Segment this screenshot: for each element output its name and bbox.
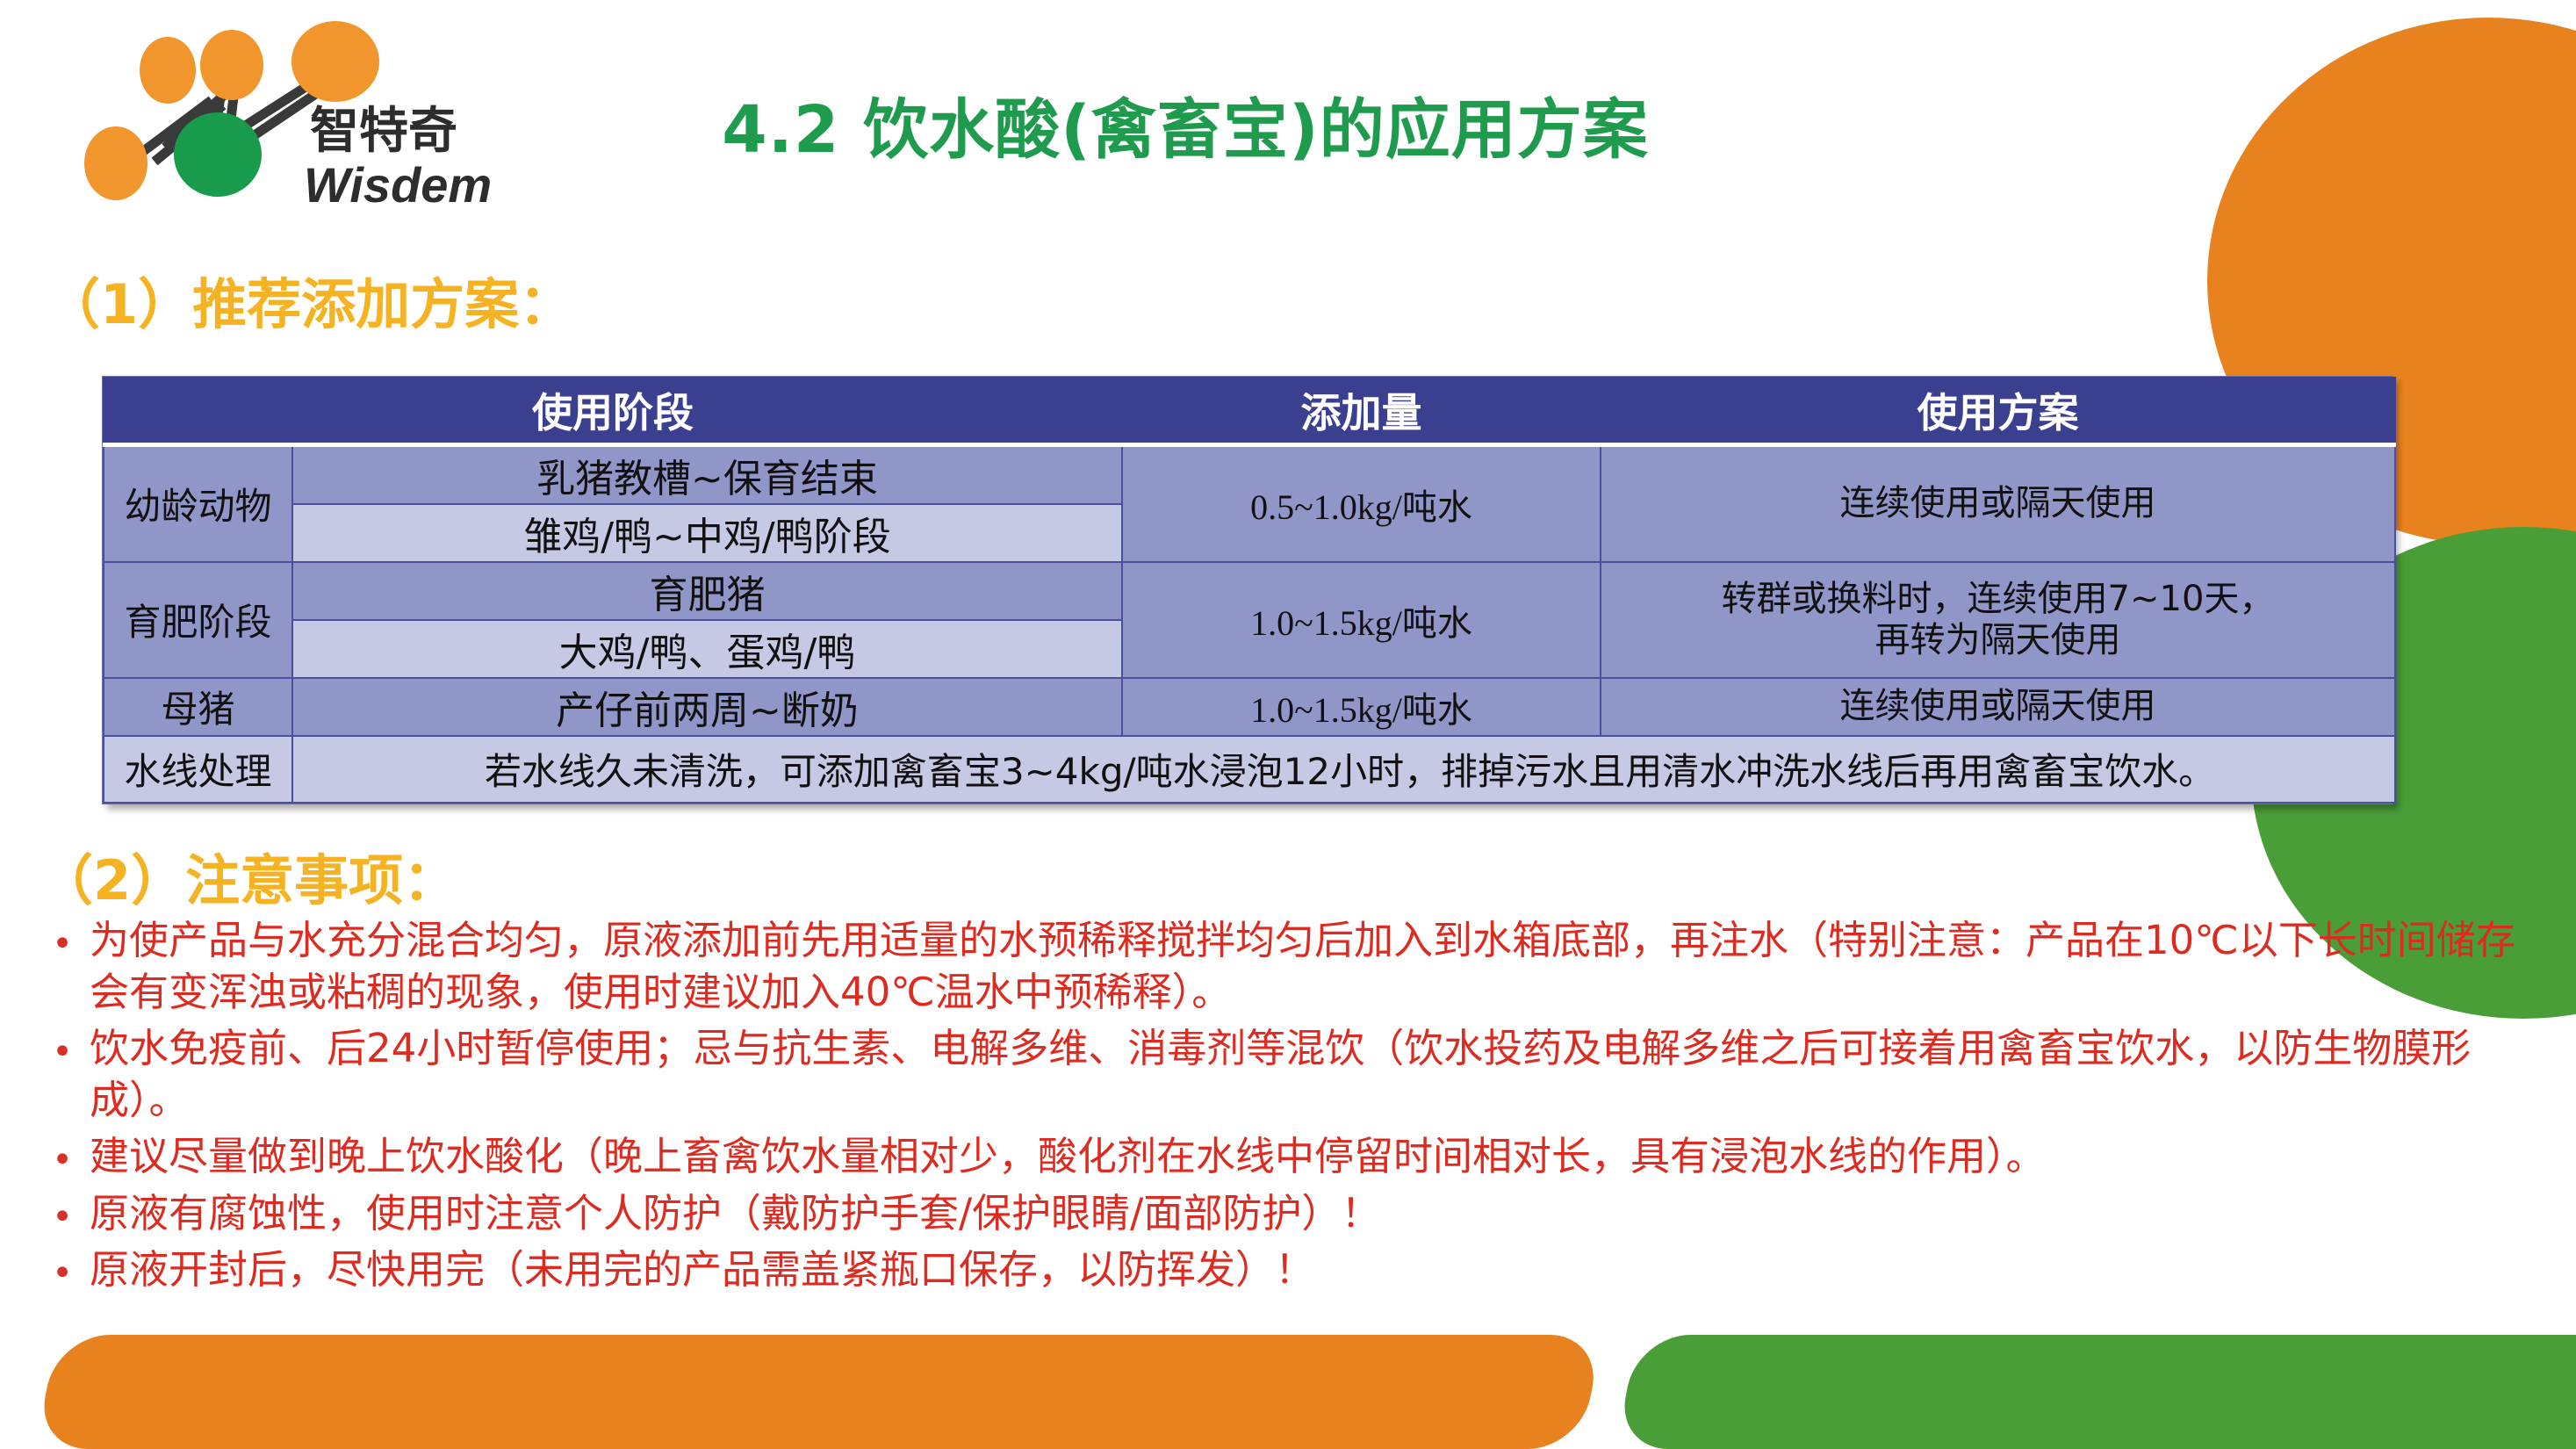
logo-chinese-name: 智特奇: [310, 103, 457, 160]
list-item: • 建议尽量做到晚上饮水酸化（晚上畜禽饮水量相对少，酸化剂在水线中停留时间相对长…: [35, 1131, 2546, 1183]
row-plan-fattening: 转群或换料时，连续使用7~10天， 再转为隔天使用: [1600, 560, 2396, 679]
row-plan-fattening-line1: 转群或换料时，连续使用7~10天，: [1721, 579, 2275, 620]
row-detail-young-2: 雏鸡/鸭~中鸡/鸭阶段: [291, 502, 1123, 563]
row-plan-fattening-line2: 再转为隔天使用: [1874, 619, 2121, 660]
list-item: • 原液开封后，尽快用完（未用完的产品需盖紧瓶口保存，以防挥发）！: [35, 1244, 2546, 1296]
bullet-dot-icon: •: [52, 1140, 73, 1180]
list-item: • 为使产品与水充分混合均匀，原液添加前先用适量的水预稀释搅拌均匀后加入到水箱底…: [35, 915, 2546, 1018]
row-stage-sow: 母猪: [103, 676, 293, 737]
row-detail-fattening-1: 育肥猪: [291, 560, 1123, 621]
recommended-dosage-table: 使用阶段 添加量 使用方案 幼龄动物 乳猪教槽~保育结束 0.5~1.0kg/吨…: [103, 377, 2396, 804]
logo-dot-green: [174, 112, 262, 197]
note-text-5: 原液开封后，尽快用完（未用完的产品需盖紧瓶口保存，以防挥发）！: [90, 1246, 1315, 1293]
recommended-dosage-table-wrapper: 使用阶段 添加量 使用方案 幼龄动物 乳猪教槽~保育结束 0.5~1.0kg/吨…: [102, 376, 2396, 804]
row-amount-young: 0.5~1.0kg/吨水: [1121, 443, 1601, 563]
row-amount-sow: 1.0~1.5kg/吨水: [1121, 676, 1601, 737]
table-row: 大鸡/鸭、蛋鸡/鸭: [104, 618, 2395, 679]
table-row: 育肥阶段 育肥猪 1.0~1.5kg/吨水 转群或换料时，连续使用7~10天， …: [103, 560, 2396, 679]
logo-dot-orange-2: [140, 37, 196, 104]
logo-dot-orange-1: [84, 126, 148, 200]
row-waterline-text: 若水线久未清洗，可添加禽畜宝3~4kg/吨水浸泡12小时，排掉污水且用清水冲洗水…: [291, 734, 2396, 804]
notes-list: • 为使产品与水充分混合均匀，原液添加前先用适量的水预稀释搅拌均匀后加入到水箱底…: [35, 915, 2546, 1301]
row-stage-waterline: 水线处理: [103, 734, 293, 804]
section-two-heading: （2）注意事项：: [39, 848, 458, 912]
table-header-row: 使用阶段 添加量 使用方案: [103, 377, 2396, 447]
logo-dot-orange-4: [291, 21, 379, 102]
row-plan-sow: 连续使用或隔天使用: [1600, 676, 2396, 737]
table-row: 水线处理 若水线久未清洗，可添加禽畜宝3~4kg/吨水浸泡12小时，排掉污水且用…: [103, 734, 2396, 804]
table-row: 幼龄动物 乳猪教槽~保育结束 0.5~1.0kg/吨水 连续使用或隔天使用: [103, 443, 2396, 563]
row-detail-sow: 产仔前两周~断奶: [291, 676, 1123, 737]
bullet-dot-icon: •: [52, 1196, 73, 1237]
table-row: 雏鸡/鸭~中鸡/鸭阶段: [104, 502, 2395, 563]
decorative-orange-bottom-bar: [35, 1335, 1603, 1449]
bullet-dot-icon: •: [52, 1032, 73, 1072]
note-text-3: 建议尽量做到晚上饮水酸化（晚上畜禽饮水量相对少，酸化剂在水线中停留时间相对长，具…: [90, 1133, 2046, 1179]
table-header-plan: 使用方案: [1600, 377, 2396, 447]
note-text-1: 为使产品与水充分混合均匀，原液添加前先用适量的水预稀释搅拌均匀后加入到水箱底部，…: [90, 917, 2515, 1015]
row-stage-young-animals: 幼龄动物: [103, 443, 293, 563]
list-item: • 原液有腐蚀性，使用时注意个人防护（戴防护手套/保护眼睛/面部防护）！: [35, 1188, 2546, 1240]
row-plan-young: 连续使用或隔天使用: [1600, 443, 2396, 563]
table-header-amount: 添加量: [1121, 377, 1601, 447]
row-amount-fattening: 1.0~1.5kg/吨水: [1121, 560, 1601, 679]
decorative-green-bottom-bar: [1615, 1335, 2576, 1449]
logo-dot-orange-3: [200, 30, 263, 100]
logo-english-name: Wisdem: [304, 157, 492, 213]
company-logo: 智特奇 Wisdem: [84, 21, 492, 213]
page-title: 4.2 饮水酸(禽畜宝)的应用方案: [722, 92, 1649, 168]
bullet-dot-icon: •: [52, 1253, 73, 1294]
row-detail-fattening-2: 大鸡/鸭、蛋鸡/鸭: [291, 618, 1123, 679]
table-header-stage: 使用阶段: [103, 377, 1123, 447]
list-item: • 饮水免疫前、后24小时暂停使用；忌与抗生素、电解多维、消毒剂等混饮（饮水投药…: [35, 1023, 2546, 1126]
table-row: 母猪 产仔前两周~断奶 1.0~1.5kg/吨水 连续使用或隔天使用: [103, 676, 2396, 737]
bullet-dot-icon: •: [52, 924, 73, 964]
section-one-heading: （1）推荐添加方案：: [46, 272, 574, 336]
table-body: 幼龄动物 乳猪教槽~保育结束 0.5~1.0kg/吨水 连续使用或隔天使用 雏鸡…: [103, 443, 2396, 804]
note-text-2: 饮水免疫前、后24小时暂停使用；忌与抗生素、电解多维、消毒剂等混饮（饮水投药及电…: [90, 1025, 2472, 1123]
table-header: 使用阶段 添加量 使用方案: [103, 377, 2396, 447]
note-text-4: 原液有腐蚀性，使用时注意个人防护（戴防护手套/保护眼睛/面部防护）！: [90, 1189, 1381, 1236]
row-stage-fattening: 育肥阶段: [103, 560, 293, 679]
row-detail-young-1: 乳猪教槽~保育结束: [291, 443, 1123, 505]
